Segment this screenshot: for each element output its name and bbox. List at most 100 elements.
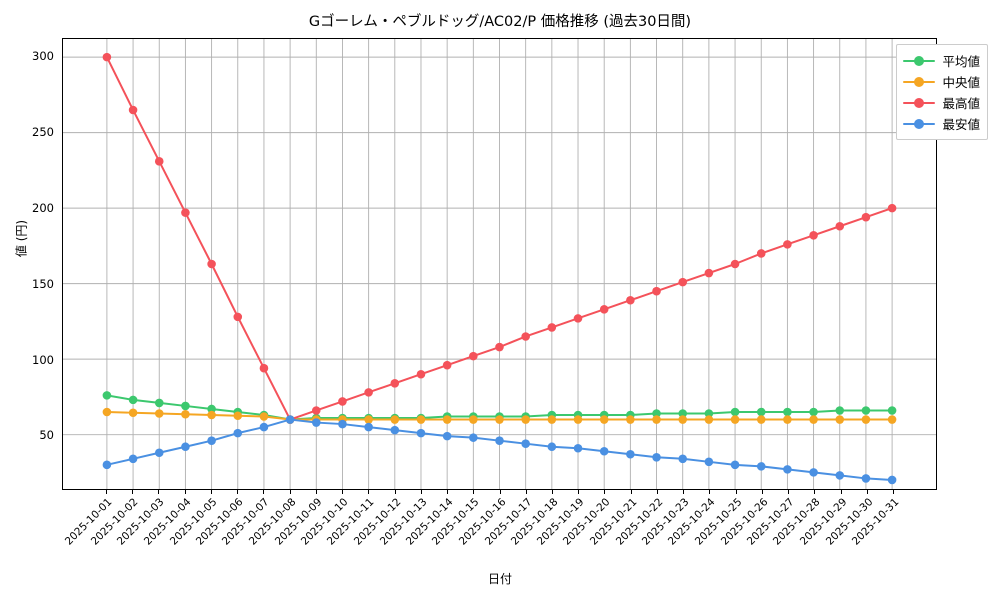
data-point <box>233 411 243 421</box>
x-tick-mark <box>578 490 580 494</box>
data-point <box>442 415 452 424</box>
data-point <box>311 406 321 415</box>
data-point <box>783 240 792 249</box>
data-point <box>495 415 504 424</box>
data-point <box>469 415 478 424</box>
x-tick-mark <box>184 490 186 494</box>
data-point <box>704 415 714 424</box>
data-point <box>704 457 714 467</box>
legend-swatch-icon <box>903 117 936 131</box>
x-tick-mark <box>866 490 868 494</box>
data-point <box>887 415 897 424</box>
data-point <box>652 286 661 296</box>
data-point <box>861 406 871 415</box>
data-point <box>259 422 269 432</box>
legend-item-2[interactable]: 最高値 <box>903 92 980 113</box>
data-point <box>678 454 688 464</box>
x-tick-mark <box>342 490 344 494</box>
data-point <box>626 449 635 459</box>
data-point <box>285 415 295 424</box>
plot-area <box>62 38 937 490</box>
data-point <box>207 404 216 414</box>
data-point <box>338 419 347 429</box>
y-tick-label: 250 <box>32 125 54 140</box>
data-point <box>887 203 897 213</box>
data-point <box>390 415 400 424</box>
data-point <box>730 407 740 417</box>
data-point <box>442 360 452 370</box>
data-point <box>102 407 112 417</box>
data-point <box>678 277 688 287</box>
legend-item-3[interactable]: 最安値 <box>903 113 980 134</box>
data-point <box>416 369 426 379</box>
data-point <box>416 415 426 424</box>
data-point <box>547 415 557 424</box>
data-point <box>442 431 452 441</box>
y-tick-label: 150 <box>32 276 54 291</box>
x-tick-mark <box>394 490 396 494</box>
data-point <box>547 323 557 332</box>
data-point <box>102 52 112 62</box>
data-point <box>835 471 845 480</box>
x-tick-mark <box>420 490 422 494</box>
data-point <box>259 412 269 421</box>
data-point <box>573 415 583 424</box>
legend-item-1[interactable]: 中央値 <box>903 71 980 92</box>
data-point <box>364 422 373 432</box>
chart-legend[interactable]: 平均値 中央値最高値最安値 <box>896 44 988 140</box>
x-tick-mark <box>604 490 606 494</box>
data-point <box>652 415 661 424</box>
data-point <box>495 436 504 445</box>
data-point <box>678 409 688 418</box>
data-point <box>573 443 583 453</box>
data-point <box>154 398 164 408</box>
data-point <box>704 409 714 418</box>
data-point <box>809 468 818 477</box>
data-point <box>128 408 138 418</box>
data-point <box>783 415 792 424</box>
x-tick-mark <box>132 490 134 494</box>
data-point <box>469 351 478 361</box>
x-tick-mark <box>447 490 449 494</box>
data-point <box>311 418 321 427</box>
data-point <box>678 415 688 424</box>
legend-swatch-icon <box>903 96 936 110</box>
x-tick-mark <box>473 490 475 494</box>
x-tick-mark <box>158 490 160 494</box>
data-series-layer <box>102 52 897 485</box>
legend-swatch-icon <box>903 75 936 89</box>
data-point <box>652 453 661 462</box>
data-point <box>835 415 845 424</box>
x-tick-mark <box>709 490 711 494</box>
data-point <box>626 295 635 305</box>
data-point <box>626 415 635 424</box>
x-tick-mark <box>210 490 212 494</box>
data-point <box>809 231 818 240</box>
y-tick-label: 200 <box>32 200 54 215</box>
x-tick-mark <box>499 490 501 494</box>
legend-item-0[interactable]: 平均値 <box>903 50 980 71</box>
x-axis-label: 日付 <box>487 572 512 586</box>
data-point <box>390 425 400 435</box>
legend-label: 最高値 <box>942 96 980 111</box>
data-point <box>207 410 216 420</box>
data-point <box>128 105 138 115</box>
series-line-2 <box>105 56 894 421</box>
data-point <box>259 363 269 373</box>
x-tick-mark <box>368 490 370 494</box>
data-point <box>756 415 766 424</box>
data-point <box>730 259 740 269</box>
data-point <box>102 391 112 400</box>
data-point <box>416 428 426 438</box>
x-tick-mark <box>814 490 816 494</box>
data-point <box>233 428 243 438</box>
x-tick-mark <box>683 490 685 494</box>
x-tick-mark <box>656 490 658 494</box>
data-point <box>835 221 845 231</box>
data-point <box>128 454 138 464</box>
x-tick-mark <box>315 490 317 494</box>
data-point <box>809 407 818 417</box>
x-axis-ticks: 2025-10-01 2025-10-02 2025-10-03 2025-10-04… <box>62 490 937 590</box>
chart-title: Gゴーレム・ペブルドッグ/AC02/P 価格推移 (過去30日間) <box>308 14 692 30</box>
